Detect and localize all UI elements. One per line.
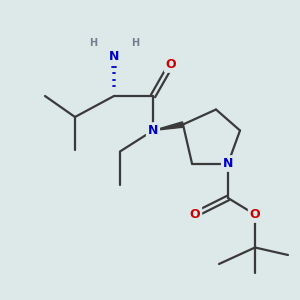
Text: N: N (148, 124, 158, 137)
Polygon shape (153, 122, 184, 130)
Text: H: H (131, 38, 139, 49)
Text: N: N (223, 157, 233, 170)
Text: H: H (89, 38, 97, 49)
Text: N: N (109, 50, 119, 64)
Text: O: O (190, 208, 200, 221)
Text: O: O (250, 208, 260, 221)
Text: O: O (166, 58, 176, 71)
